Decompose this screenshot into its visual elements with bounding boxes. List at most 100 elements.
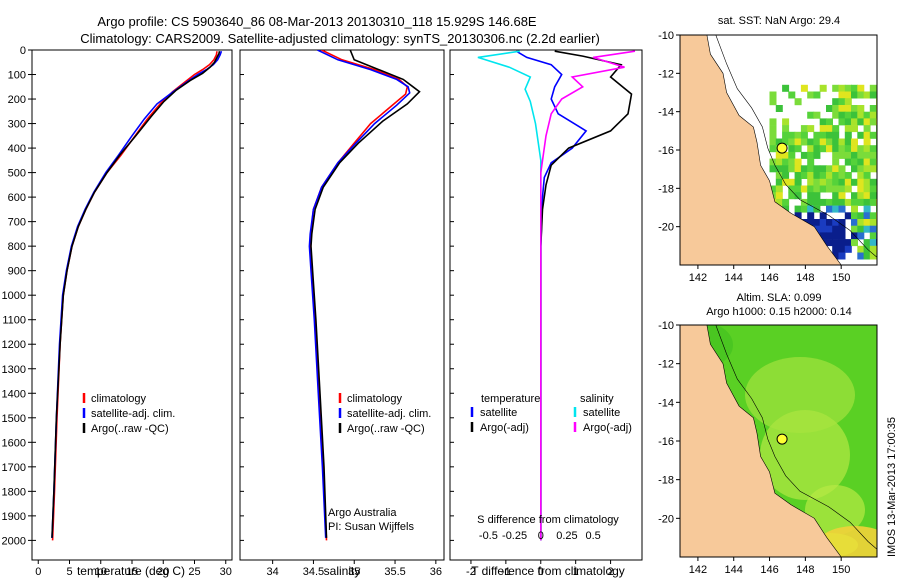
sst-cell xyxy=(800,138,808,146)
sst-cell xyxy=(819,118,827,126)
sst-cell xyxy=(869,91,877,99)
legend-label: satellite-adj. clim. xyxy=(347,408,431,420)
annotation-pi: PI: Susan Wijffels xyxy=(328,521,414,533)
sst-cell xyxy=(869,111,877,119)
sst-cell xyxy=(794,178,802,186)
sst-cell xyxy=(800,125,808,133)
sla-blob-2 xyxy=(760,410,850,500)
sst-cell xyxy=(857,84,865,92)
depth-tick-label: 700 xyxy=(8,217,26,229)
sst-cell xyxy=(807,91,815,99)
legend-label: climatology xyxy=(91,393,147,405)
sst-cell xyxy=(832,192,840,200)
legend-label: Argo(-adj) xyxy=(583,422,632,434)
depth-tick-label: 300 xyxy=(8,119,26,131)
sst-cell xyxy=(844,185,852,193)
sst-cell xyxy=(844,239,852,247)
depth-tick-label: 500 xyxy=(8,168,26,180)
sst-cell xyxy=(838,245,846,253)
sla-title-2: Argo h1000: 0.15 h2000: 0.14 xyxy=(706,306,852,318)
series-line-0-2 xyxy=(51,51,221,538)
sst-cell xyxy=(782,84,790,92)
sst-cell xyxy=(794,172,802,179)
depth-tick-label: 1100 xyxy=(2,315,26,327)
sst-cell xyxy=(844,118,852,126)
map-lon-label: 148 xyxy=(796,272,814,284)
sst-cell xyxy=(807,111,815,119)
sst-cell xyxy=(807,138,815,146)
sst-cell xyxy=(832,145,840,153)
sst-cell xyxy=(863,198,871,206)
sst-cell xyxy=(807,125,815,133)
sst-cell xyxy=(826,125,833,133)
sst-cell xyxy=(857,232,865,240)
sst-cell xyxy=(826,145,833,153)
sst-cell xyxy=(869,105,877,112)
sst-cell xyxy=(819,185,827,193)
depth-tick-label: 1700 xyxy=(2,462,26,474)
legend-temp-title: temperature xyxy=(481,393,540,405)
sst-cell xyxy=(800,84,808,92)
sst-cell xyxy=(844,158,852,166)
sst-cell xyxy=(813,185,821,193)
sst-cell xyxy=(838,105,846,112)
sst-cell xyxy=(869,219,877,226)
series-line-2-3 xyxy=(540,50,636,541)
sst-cell xyxy=(813,131,821,139)
legend-label: Argo(..raw -QC) xyxy=(347,423,425,435)
sst-cell xyxy=(838,239,846,247)
sst-cell xyxy=(800,131,808,139)
sst-cell xyxy=(800,165,808,173)
map-lat-label: -10 xyxy=(658,320,674,332)
sst-cell xyxy=(800,151,808,159)
map-lat-label: -14 xyxy=(658,107,674,119)
sst-cell xyxy=(857,118,865,126)
sst-cell xyxy=(813,145,821,153)
sst-cell xyxy=(788,158,796,166)
series-line-1-1 xyxy=(308,50,411,538)
sst-cell xyxy=(844,151,852,159)
sst-cell xyxy=(775,158,783,166)
sst-cell xyxy=(813,198,821,206)
sst-cell xyxy=(819,84,827,92)
sst-cell xyxy=(851,225,858,233)
depth-tick-label: 600 xyxy=(8,192,26,204)
sst-cell xyxy=(851,219,858,226)
difference-panel: -2 -1 0 1 2 S difference from climatology -0… xyxy=(449,49,643,578)
sst-shelf-contour xyxy=(715,35,877,258)
sst-cell xyxy=(782,165,790,173)
sst-cell xyxy=(832,198,840,206)
map-lon-label: 146 xyxy=(760,564,778,576)
sst-cell xyxy=(863,178,871,186)
sst-cell xyxy=(832,158,840,166)
sla-land xyxy=(680,325,842,557)
sst-cell xyxy=(869,245,877,253)
sst-cell xyxy=(788,178,796,186)
sst-cell xyxy=(769,158,777,166)
sst-cell xyxy=(838,145,846,153)
depth-tick-label: 0 xyxy=(20,45,26,57)
sst-cell xyxy=(782,178,790,186)
sst-cell xyxy=(807,219,815,226)
sst-cell xyxy=(851,178,858,186)
sst-cell xyxy=(813,111,821,119)
sst-cell xyxy=(857,105,865,112)
sst-cell xyxy=(807,151,815,159)
sst-cell xyxy=(869,185,877,193)
x2-tick-label: 0 xyxy=(538,530,544,542)
x-tick-label: 34 xyxy=(267,566,279,578)
sst-cell xyxy=(869,118,877,126)
legend-label: climatology xyxy=(347,393,403,405)
sst-cell xyxy=(813,192,821,200)
sst-cell xyxy=(826,165,833,173)
sst-cell xyxy=(832,185,840,193)
sst-cell xyxy=(775,172,783,179)
sst-cell xyxy=(800,185,808,193)
sst-cell xyxy=(838,84,846,92)
sst-cell xyxy=(826,205,833,213)
sst-cell xyxy=(844,245,852,253)
sst-cell xyxy=(857,172,865,179)
sst-cell xyxy=(857,111,865,119)
sst-cell xyxy=(851,198,858,206)
sst-cell xyxy=(857,245,865,253)
